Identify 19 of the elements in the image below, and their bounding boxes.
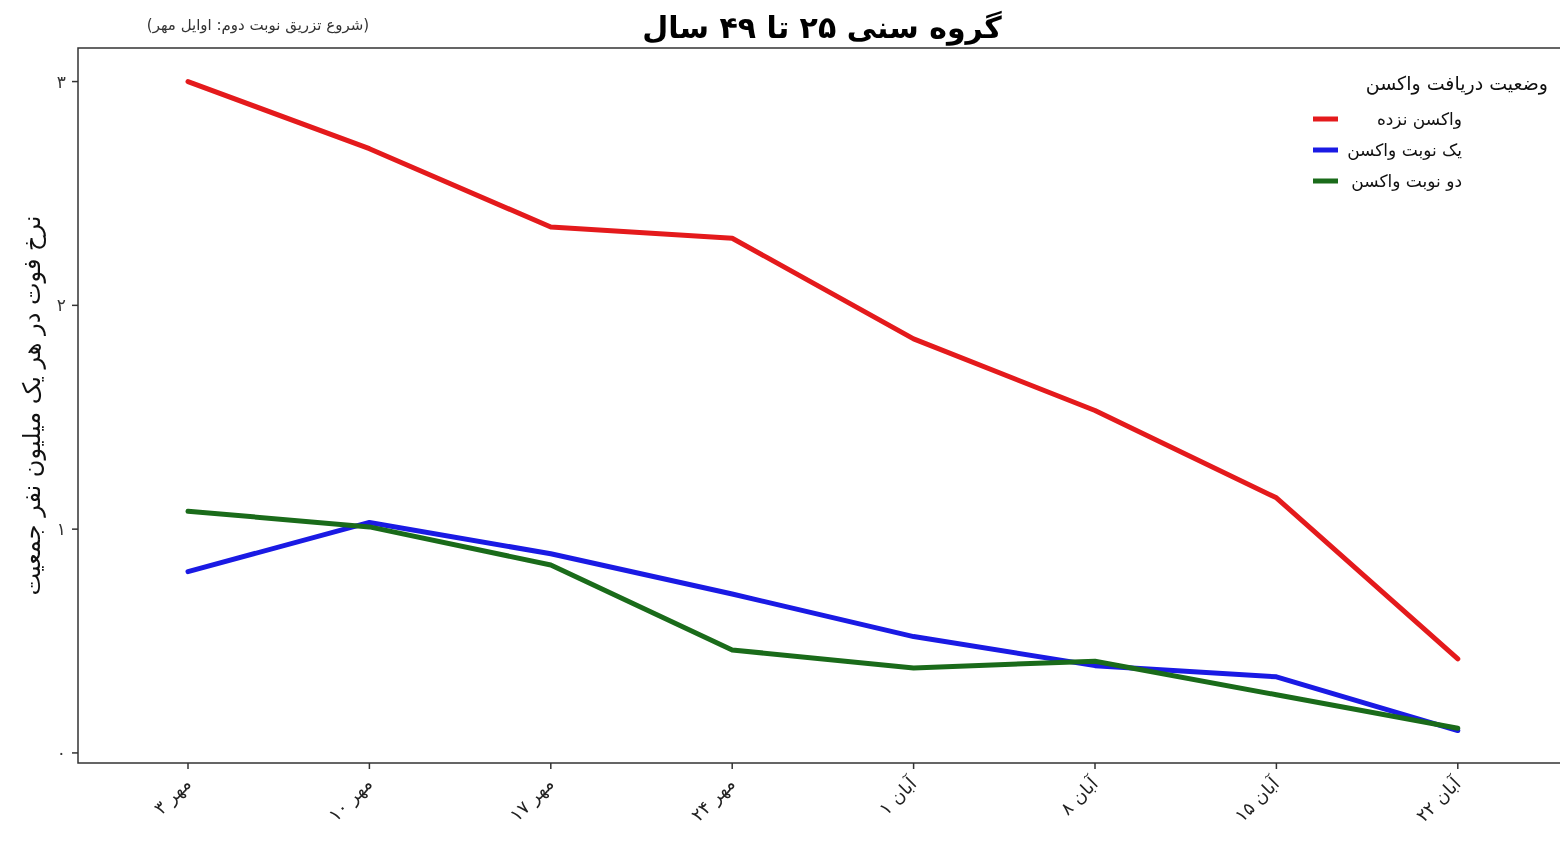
text: (شروع تزریق نوبت دوم: اوایل مهر) (146, 16, 370, 34)
x-tick-label: ۲۲ آبان (1411, 771, 1466, 826)
x-tick-label: ۲۴ مهر (686, 772, 740, 826)
x-tick-label: ۱۷ مهر (505, 772, 559, 826)
y-tick-label: ۲ (56, 295, 66, 316)
chart-title: گروه سنی ۲۵ تا ۴۹ سال (642, 10, 1003, 46)
y-tick-label: ۳ (56, 71, 66, 92)
x-tick-label: ۸ آبان (1055, 771, 1103, 820)
x-tick-label: ۳ مهر (149, 772, 196, 820)
legend-label: یک نوبت واکسن (1347, 140, 1463, 160)
y-axis-title: نرخ فوت در هر یک میلیون نفر جمعیت (18, 215, 46, 596)
y-tick-label: ۰ (56, 742, 66, 763)
legend-label: واکسن نزده (1376, 109, 1462, 129)
legend-title: وضعیت دریافت واکسن (1365, 72, 1548, 95)
x-tick-label: ۱۵ آبان (1229, 771, 1284, 826)
legend-label: دو نوبت واکسن (1351, 171, 1462, 191)
x-tick-label: ۱ آبان (873, 771, 922, 820)
y-tick-label: ۱ (56, 519, 66, 540)
x-tick-label: ۱۰ مهر (323, 772, 377, 826)
